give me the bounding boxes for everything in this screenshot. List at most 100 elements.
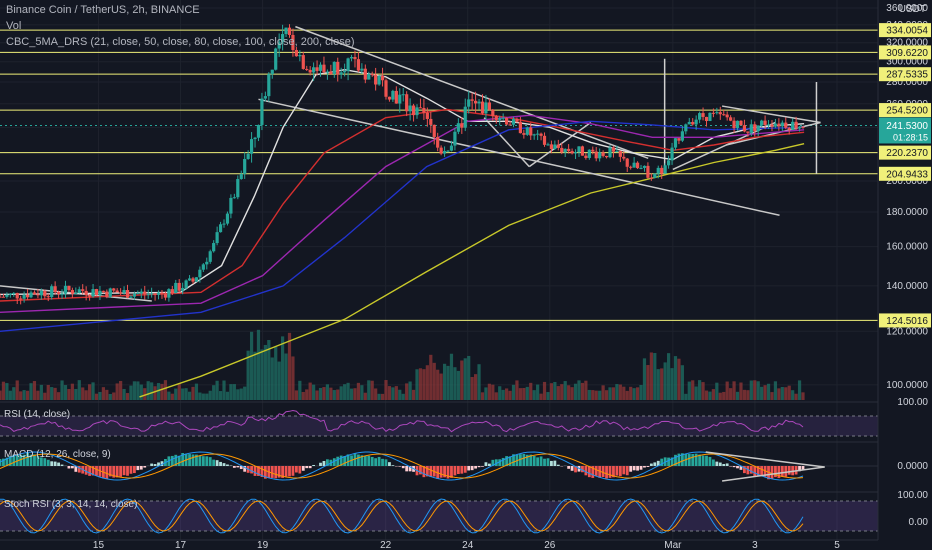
- volume-bar: [363, 392, 367, 400]
- macd-histogram-bar: [687, 453, 691, 466]
- volume-bar: [632, 388, 636, 400]
- candle-body: [501, 117, 505, 119]
- trendline-drawings[interactable]: [0, 25, 821, 302]
- trendline[interactable]: [483, 117, 530, 168]
- volume-bar: [274, 346, 278, 400]
- candle-body: [456, 123, 460, 132]
- macd-histogram-bar: [732, 466, 736, 468]
- volume-bar: [546, 392, 550, 400]
- candle-body: [422, 108, 426, 113]
- macd-histogram-bar: [195, 454, 198, 466]
- candle-body: [125, 290, 130, 298]
- macd-histogram-bar: [139, 466, 143, 470]
- volume-legend[interactable]: Vol: [6, 20, 22, 32]
- macd-histogram-bar: [26, 452, 29, 466]
- candle-body: [129, 296, 133, 298]
- candle-body: [46, 296, 50, 298]
- volume-bar: [653, 353, 657, 400]
- price-axis-background: [878, 0, 932, 550]
- macd-histogram-bar: [136, 466, 140, 471]
- macd-histogram-bar: [174, 454, 178, 466]
- candle-body: [408, 105, 412, 112]
- macd-histogram-bar: [725, 463, 729, 466]
- macd-histogram-bar: [680, 453, 684, 466]
- macd-histogram-bar: [77, 466, 81, 473]
- macd-histogram-bar: [532, 455, 536, 466]
- candle-body: [439, 147, 443, 154]
- macd-tick-label: 0.0000: [897, 461, 928, 472]
- time-axis[interactable]: 15 17 19 22 24 26 Mar 3 5: [0, 539, 878, 550]
- indicator-panes: [0, 401, 932, 534]
- macd-pane-label[interactable]: MACD (12, 26, close, 9): [4, 449, 111, 460]
- candle-body: [84, 290, 88, 296]
- macd-histogram-bar: [274, 466, 278, 479]
- candle-body: [98, 290, 102, 296]
- trendline[interactable]: [295, 25, 649, 160]
- volume-bar: [539, 393, 543, 400]
- candle-body: [770, 124, 774, 127]
- candle-body: [274, 48, 278, 70]
- rsi-pane-label[interactable]: RSI (14, close): [4, 409, 71, 420]
- candle-body: [442, 150, 447, 154]
- candle-body: [766, 124, 771, 126]
- candle-body: [181, 287, 185, 291]
- volume-bar: [205, 393, 209, 400]
- trendline[interactable]: [258, 98, 780, 217]
- candle-body: [446, 150, 450, 152]
- trendline[interactable]: [721, 105, 821, 124]
- macd-histogram-bar: [298, 466, 302, 474]
- macd-histogram-bar: [567, 466, 571, 469]
- macd-histogram-bar: [512, 454, 515, 466]
- volume-bar: [156, 383, 161, 400]
- volume-bar: [208, 390, 212, 400]
- currency-label[interactable]: USDT: [898, 4, 926, 15]
- price-axis[interactable]: 360.0000340.0000320.0000300.0000280.0000…: [877, 0, 932, 550]
- volume-bar: [308, 382, 312, 400]
- ma200-line: [139, 143, 805, 398]
- symbol-legend[interactable]: Binance Coin / TetherUS, 2h, BINANCE: [6, 4, 200, 16]
- macd-histogram-bar: [143, 466, 147, 468]
- trendline[interactable]: [528, 121, 592, 168]
- volume-bar: [287, 332, 292, 400]
- candle-body: [277, 42, 281, 49]
- candle-body: [81, 289, 85, 291]
- volume-bar: [380, 393, 385, 400]
- indicator-legend[interactable]: CBC_5MA_DRS (21, close, 50, close, 80, c…: [6, 36, 355, 48]
- volume-bar: [53, 387, 57, 400]
- macd-histogram-bar: [429, 466, 433, 478]
- candle-body: [346, 58, 350, 71]
- volume-bar: [529, 382, 533, 400]
- macd-histogram-bar: [598, 466, 602, 478]
- macd-histogram-bar: [153, 464, 157, 466]
- macd-histogram-bar: [88, 466, 92, 476]
- stoch-pane-label[interactable]: Stoch RSI (3, 3, 14, 14, close): [4, 499, 138, 510]
- price-tick-label: 160.0000: [886, 242, 928, 253]
- macd-histogram-bar: [639, 466, 643, 470]
- macd-histogram-bar: [70, 466, 74, 469]
- macd-histogram-bar: [574, 466, 577, 473]
- volume-bar: [598, 390, 602, 400]
- macd-histogram-bar: [546, 458, 550, 466]
- candle-body: [549, 144, 554, 150]
- macd-histogram-bar: [780, 466, 784, 477]
- macd-histogram-bar: [53, 461, 57, 466]
- macd-histogram-bar: [749, 466, 753, 474]
- trendline[interactable]: [726, 121, 821, 146]
- volume-bar: [301, 391, 305, 400]
- macd-histogram-bar: [370, 456, 374, 466]
- macd-histogram-bar: [618, 466, 622, 477]
- candle-body: [418, 107, 423, 109]
- candle-body: [477, 101, 481, 104]
- volume-bar: [791, 390, 795, 400]
- horizontal-levels[interactable]: [0, 29, 878, 321]
- volume-bar: [698, 380, 702, 400]
- macd-histogram-bar: [601, 466, 605, 478]
- volume-bar: [711, 389, 715, 400]
- candle-body: [394, 90, 398, 104]
- volume-bar: [270, 357, 274, 400]
- macd-histogram-bar: [770, 466, 774, 479]
- macd-histogram-bar: [736, 466, 739, 469]
- macd-histogram-bar: [108, 466, 112, 477]
- volume-bar: [625, 390, 629, 400]
